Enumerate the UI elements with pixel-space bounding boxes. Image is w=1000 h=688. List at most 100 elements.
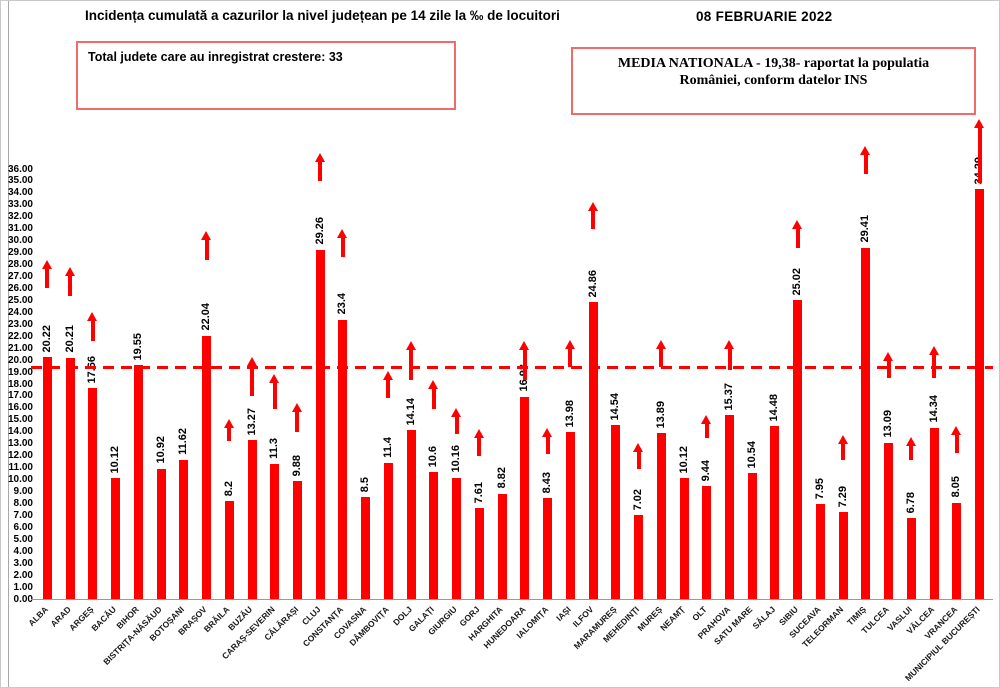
bar — [361, 497, 371, 599]
increase-arrow-icon — [87, 312, 98, 322]
bar-value-label: 10.6 — [427, 445, 440, 468]
y-axis-tick-label: 34.00 — [7, 187, 33, 199]
bar — [42, 357, 52, 599]
increase-arrow-stem — [977, 126, 982, 184]
bar-value-label: 8.82 — [495, 467, 508, 489]
y-axis-tick-label: 8.00 — [13, 497, 33, 509]
increase-arrow-stem — [659, 347, 664, 368]
bar — [861, 247, 871, 599]
growth-total-box: Total judete care au inregistrat crester… — [76, 41, 456, 110]
increase-arrow-icon — [837, 435, 848, 445]
bar-value-label: 8.43 — [541, 471, 554, 494]
bar — [565, 432, 575, 599]
bar-value-label: 6.78 — [904, 491, 917, 514]
y-axis-tick-label: 13.00 — [7, 438, 33, 450]
bar-value-label: 20.22 — [40, 324, 53, 353]
bar-value-label: 10.54 — [745, 440, 758, 469]
bar — [406, 430, 416, 599]
report-date: 08 FEBRUARIE 2022 — [696, 9, 833, 24]
bar — [65, 357, 75, 599]
bar — [929, 427, 939, 599]
bar — [884, 442, 894, 599]
y-axis-tick-label: 4.00 — [13, 545, 33, 557]
bar — [815, 504, 825, 599]
national-average-line — [31, 366, 993, 370]
y-axis-tick-label: 35.00 — [7, 175, 33, 187]
increase-arrow-icon — [405, 341, 416, 350]
bar — [634, 515, 644, 599]
bar-value-label: 15.37 — [723, 382, 735, 411]
bar-value-label: 11.3 — [268, 438, 281, 460]
y-axis-tick-label: 32.00 — [7, 211, 33, 223]
bar — [747, 473, 757, 599]
bar-value-label: 10.16 — [450, 445, 463, 473]
bar-value-label: 11.62 — [177, 428, 190, 456]
y-axis-tick-label: 10.00 — [7, 474, 33, 486]
bar — [111, 478, 121, 599]
bar-value-label: 7.02 — [632, 488, 645, 511]
increase-arrow-stem — [636, 450, 641, 469]
bar-value-label: 13.09 — [882, 410, 895, 438]
bar — [179, 460, 189, 599]
bar-value-label: 8.2 — [222, 480, 235, 497]
x-axis-label: SĂLAJ — [750, 604, 778, 632]
increase-arrow-icon — [951, 425, 962, 435]
y-axis-tick-label: 1.00 — [13, 581, 33, 593]
increase-arrow-stem — [454, 415, 459, 435]
national-average-box: MEDIA NATIONALA - 19,38- raportat la pop… — [571, 47, 976, 115]
bar-value-label: 8.05 — [950, 476, 963, 498]
increase-arrow-stem — [250, 364, 254, 396]
bar-value-label: 17.66 — [86, 355, 99, 384]
x-axis-label: ALBA — [25, 604, 50, 629]
y-axis-tick-label: 7.00 — [13, 509, 33, 521]
bar — [292, 480, 302, 599]
increase-arrow-stem — [409, 349, 414, 381]
bar-value-label: 7.61 — [472, 481, 485, 504]
bar — [725, 415, 734, 599]
bar-value-label: 29.41 — [859, 215, 872, 243]
increase-arrow-stem — [545, 436, 550, 455]
y-axis-tick-label: 16.00 — [7, 402, 33, 414]
bar — [838, 511, 848, 599]
bar-value-label: 25.02 — [791, 267, 804, 296]
increase-arrow-icon — [428, 380, 439, 390]
bar — [770, 426, 780, 599]
bar-value-label: 14.34 — [927, 395, 940, 423]
y-axis-tick-label: 9.00 — [13, 486, 33, 497]
bar — [975, 189, 985, 599]
bar-value-label: 10.92 — [154, 436, 167, 464]
y-axis-tick-label: 6.00 — [13, 521, 33, 533]
bar-value-label: 24.86 — [586, 269, 599, 298]
increase-arrow-icon — [542, 428, 553, 438]
increase-arrow-stem — [795, 228, 800, 248]
y-axis-tick-label: 36.00 — [7, 163, 33, 175]
increase-arrow-icon — [587, 202, 598, 212]
increase-arrow-stem — [431, 388, 436, 410]
y-axis-tick-label: 17.00 — [7, 390, 33, 402]
increase-arrow-icon — [701, 415, 712, 425]
y-axis-tick-label: 2.00 — [13, 569, 33, 581]
y-axis-tick-label: 29.00 — [7, 247, 33, 259]
y-axis-tick-label: 23.00 — [7, 318, 33, 330]
bar — [247, 440, 257, 599]
increase-arrow-stem — [841, 443, 846, 461]
increase-arrow-stem — [909, 444, 914, 461]
increase-arrow-stem — [386, 378, 391, 399]
growth-total-text: Total judete care au inregistrat crester… — [88, 50, 343, 64]
bar — [611, 425, 621, 599]
bar — [906, 518, 916, 599]
increase-arrow-stem — [568, 347, 573, 368]
bar — [315, 249, 325, 599]
national-average-line2: României, conform datelor INS — [679, 73, 868, 88]
y-axis-tick-label: 12.00 — [7, 450, 33, 462]
increase-arrow-icon — [564, 339, 575, 349]
y-axis-tick-label: 27.00 — [7, 271, 33, 282]
bar-value-label: 23.4 — [336, 293, 349, 315]
y-axis-tick-label: 30.00 — [7, 235, 33, 247]
increase-arrow-icon — [792, 220, 803, 230]
increase-arrow-icon — [905, 436, 916, 446]
increase-arrow-icon — [314, 153, 325, 163]
bar — [656, 433, 666, 599]
bar — [952, 502, 962, 599]
